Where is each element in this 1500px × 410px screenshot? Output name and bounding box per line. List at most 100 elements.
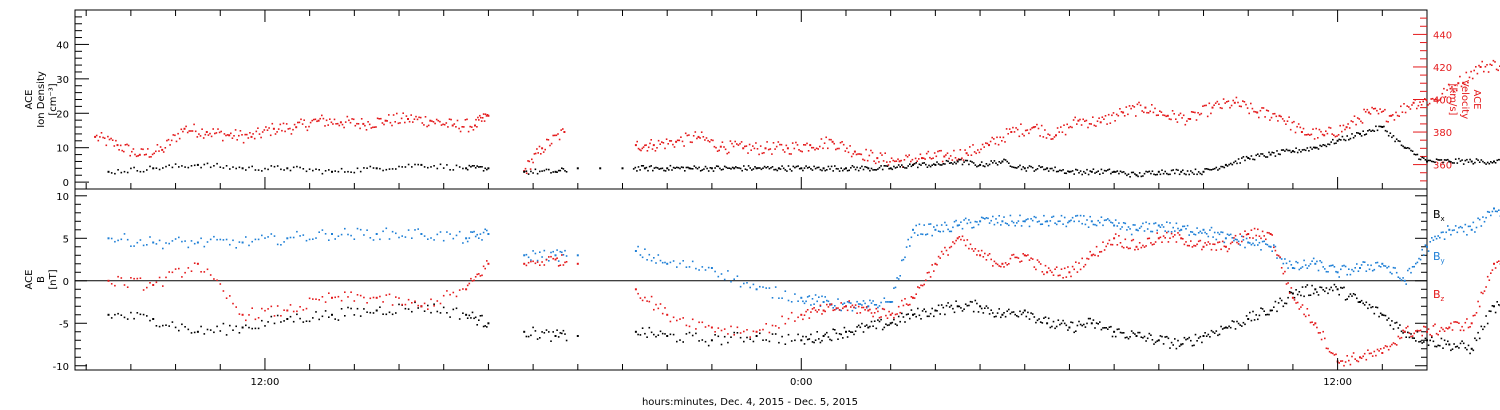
by-series-point bbox=[168, 242, 170, 245]
by-series-point bbox=[774, 286, 777, 288]
ion-density-series-point bbox=[640, 165, 643, 167]
ion-density-series-point bbox=[976, 165, 978, 168]
bx-series-point bbox=[1356, 297, 1358, 300]
bz-series-point bbox=[276, 305, 279, 307]
by-series-point bbox=[315, 237, 317, 239]
bottom-y-tick-label: 10 bbox=[56, 192, 69, 203]
bz-series-point bbox=[846, 309, 849, 312]
velocity-series-point bbox=[281, 129, 283, 132]
bz-series-point bbox=[372, 296, 375, 299]
bz-series-point bbox=[842, 307, 844, 310]
velocity-series-point bbox=[1333, 134, 1335, 136]
bz-series-point bbox=[206, 268, 209, 271]
bz-series-point bbox=[385, 294, 388, 296]
bx-series-point bbox=[565, 339, 568, 342]
bz-series-point bbox=[158, 276, 161, 279]
velocity-series-point bbox=[637, 147, 640, 150]
bx-series-point bbox=[1424, 337, 1427, 340]
velocity-series-point bbox=[427, 124, 430, 127]
by-series-point bbox=[877, 306, 879, 309]
velocity-series-point bbox=[99, 136, 101, 138]
ion-density-series-point bbox=[1268, 151, 1270, 154]
bx-series-point bbox=[388, 311, 391, 314]
bx-series-point bbox=[1367, 307, 1369, 310]
ion-density-series-point bbox=[840, 167, 842, 169]
bx-series-point bbox=[261, 319, 263, 322]
bz-series-point bbox=[653, 308, 655, 311]
ion-density-series-point bbox=[523, 170, 526, 173]
velocity-series-point bbox=[1155, 114, 1158, 117]
ion-density-series-point bbox=[814, 167, 817, 170]
ion-density-series-point bbox=[964, 159, 967, 162]
velocity-series-point bbox=[542, 151, 545, 153]
velocity-series-point bbox=[647, 146, 650, 149]
bx-series-point bbox=[1138, 331, 1141, 334]
bx-series-point bbox=[913, 313, 916, 315]
by-series-point bbox=[1424, 244, 1427, 246]
bx-series-point bbox=[968, 304, 970, 307]
velocity-series-point bbox=[651, 148, 654, 150]
bx-series-point bbox=[1333, 283, 1336, 286]
ion-density-series-point bbox=[1447, 158, 1449, 161]
velocity-series-point bbox=[1222, 98, 1225, 100]
bz-series-point bbox=[556, 257, 558, 259]
by-series-point bbox=[723, 278, 726, 281]
bx-series-point bbox=[859, 326, 862, 329]
velocity-series-point bbox=[169, 144, 171, 146]
ion-density-series-point bbox=[676, 166, 678, 169]
ion-density-series-point bbox=[292, 166, 295, 169]
velocity-series-point bbox=[1219, 107, 1222, 109]
by-series-point bbox=[541, 256, 543, 258]
by-series-point bbox=[1304, 264, 1307, 266]
bz-series-point bbox=[980, 249, 983, 252]
velocity-series-point bbox=[801, 150, 803, 153]
bz-series-point bbox=[1086, 257, 1088, 260]
bz-series-point bbox=[759, 329, 761, 331]
ion-density-series-point bbox=[660, 167, 662, 170]
ion-density-series-point bbox=[685, 166, 688, 169]
by-series-point bbox=[816, 300, 818, 303]
ion-density-series-point bbox=[1362, 130, 1364, 132]
velocity-series-point bbox=[1353, 115, 1356, 117]
velocity-series-point bbox=[758, 153, 760, 156]
bz-series-point bbox=[1273, 246, 1275, 249]
ion-density-series-point bbox=[1478, 161, 1481, 163]
ion-density-series-point bbox=[1084, 172, 1087, 174]
bx-series-point bbox=[704, 340, 707, 343]
ion-density-series-point bbox=[1162, 172, 1165, 175]
ion-density-series-point bbox=[953, 161, 956, 164]
velocity-series-point bbox=[1400, 105, 1402, 108]
by-series-point bbox=[985, 217, 988, 219]
ion-density-series-point bbox=[773, 168, 775, 171]
velocity-series-point bbox=[1411, 104, 1413, 106]
bx-series-point bbox=[787, 333, 790, 336]
bx-series-point bbox=[1233, 320, 1235, 323]
bx-series-point bbox=[952, 307, 954, 310]
ion-density-series-point bbox=[1205, 168, 1208, 170]
ion-density-series-point bbox=[966, 159, 969, 162]
by-series-point bbox=[1122, 222, 1125, 224]
by-series-point bbox=[948, 230, 951, 233]
bx-series-point bbox=[1244, 323, 1246, 326]
bx-series-point bbox=[915, 315, 917, 318]
velocity-series-point bbox=[1120, 111, 1123, 113]
bx-series-point bbox=[1376, 306, 1379, 309]
ion-density-series-point bbox=[395, 168, 397, 170]
velocity-series-point bbox=[823, 142, 826, 144]
by-series-point bbox=[1322, 266, 1324, 268]
by-series-point bbox=[936, 224, 938, 227]
bz-series-point bbox=[1241, 240, 1243, 243]
ion-density-series-point bbox=[1459, 160, 1462, 162]
bz-series-point bbox=[1472, 314, 1475, 317]
velocity-series-point bbox=[1299, 126, 1302, 129]
ion-density-series-point bbox=[1079, 170, 1082, 172]
bx-series-point bbox=[171, 321, 174, 323]
bx-series-point bbox=[436, 310, 439, 313]
bx-series-point bbox=[679, 339, 681, 341]
ion-density-series-point bbox=[754, 166, 756, 168]
by-series-point bbox=[439, 231, 442, 233]
bz-series-point bbox=[1063, 267, 1066, 270]
bx-series-point bbox=[869, 325, 871, 328]
bz-series-point bbox=[1038, 261, 1040, 263]
